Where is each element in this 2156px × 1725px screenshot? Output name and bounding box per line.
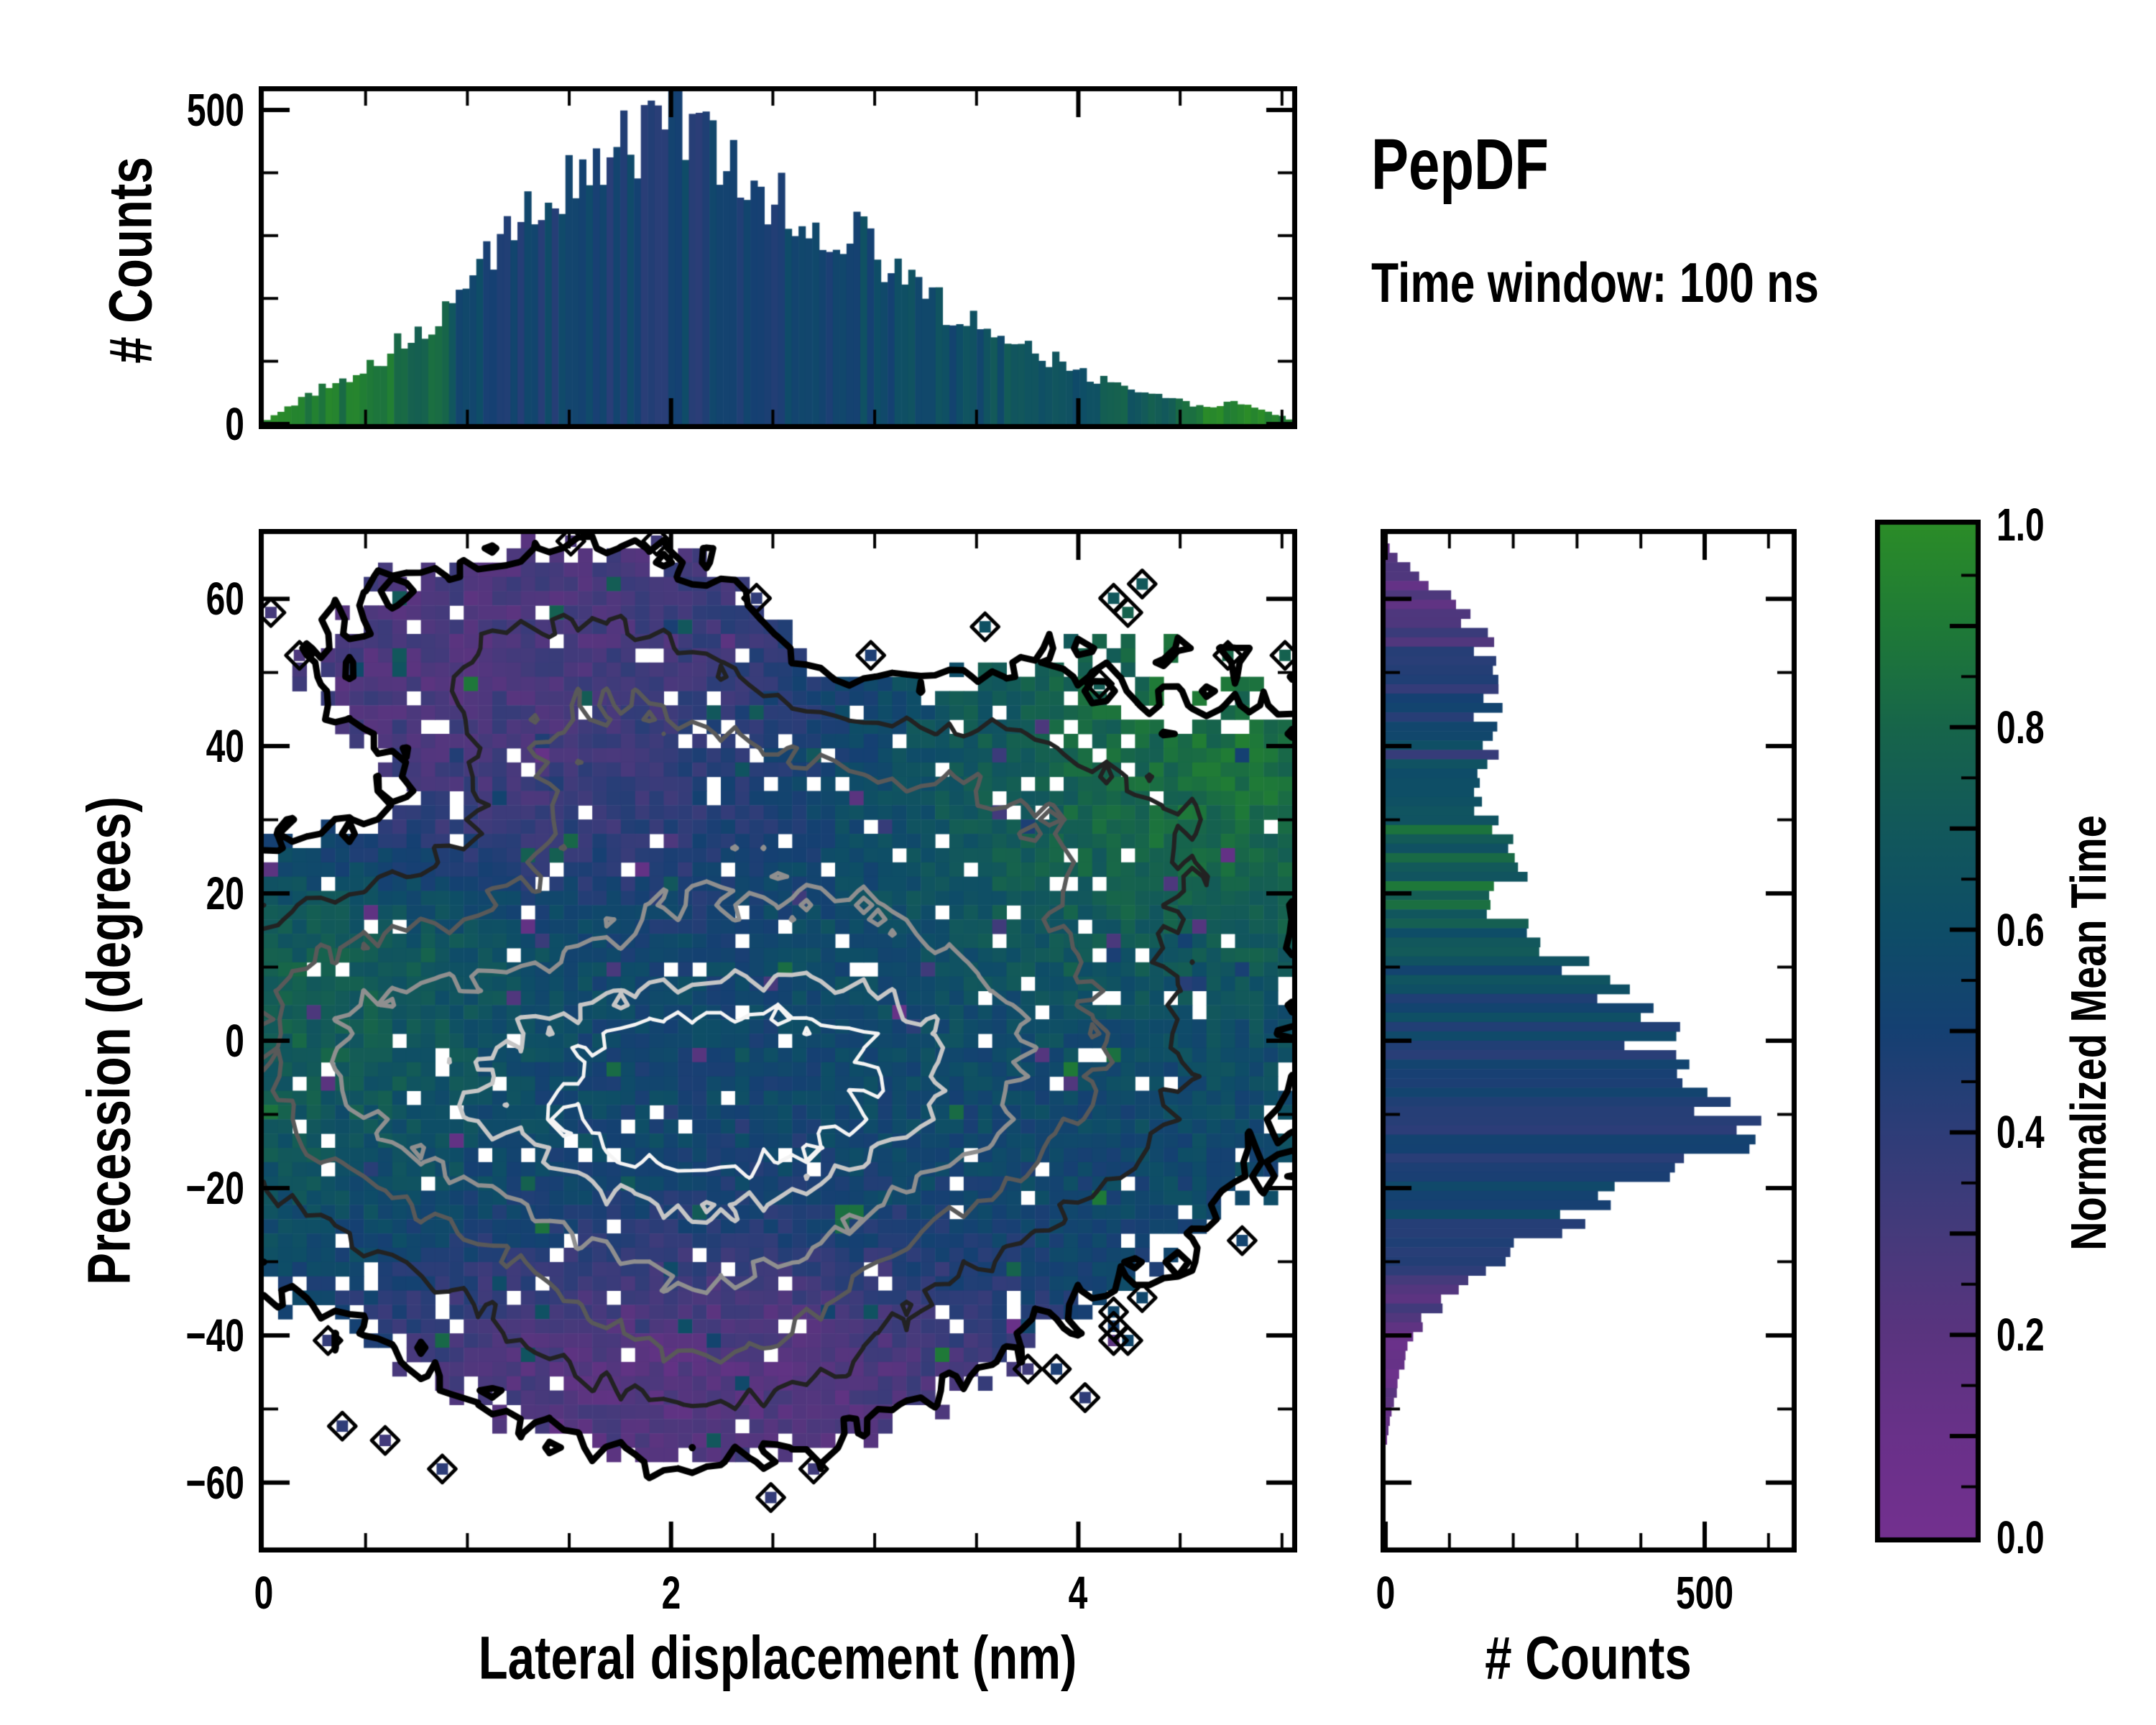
right-histogram-canvas bbox=[1381, 529, 1797, 1552]
tick-label: 0.6 bbox=[1996, 903, 2045, 956]
tick-label: −20 bbox=[185, 1162, 244, 1214]
tick-label: 500 bbox=[1675, 1567, 1734, 1619]
main-heatmap-canvas bbox=[259, 529, 1297, 1552]
tick-label: 20 bbox=[206, 868, 244, 920]
tick-label: 0 bbox=[1376, 1567, 1396, 1619]
top-hist-ylabel: # Counts bbox=[96, 157, 165, 364]
tick-label: 0.0 bbox=[1996, 1512, 2045, 1563]
right-hist-xlabel: # Counts bbox=[1485, 1624, 1692, 1692]
tick-label: −40 bbox=[185, 1309, 244, 1361]
tick-label: 1.0 bbox=[1996, 499, 2045, 551]
tick-label: 0.8 bbox=[1996, 701, 2045, 753]
colorbar-canvas bbox=[1875, 520, 1981, 1542]
tick-label: 0.4 bbox=[1996, 1106, 2045, 1159]
tick-label: −60 bbox=[185, 1456, 244, 1509]
figure-title: PepDF bbox=[1371, 124, 1549, 205]
tick-label: 4 bbox=[1069, 1567, 1088, 1619]
main-xlabel: Lateral displacement (nm) bbox=[478, 1624, 1077, 1692]
tick-label: 500 bbox=[186, 84, 244, 136]
tick-label: 0 bbox=[254, 1567, 274, 1619]
tick-label: 60 bbox=[206, 573, 244, 625]
tick-label: 40 bbox=[206, 720, 244, 773]
top-histogram-canvas bbox=[259, 86, 1297, 429]
tick-label: 2 bbox=[661, 1567, 681, 1619]
tick-label: 0.2 bbox=[1996, 1309, 2045, 1361]
tick-label: 0 bbox=[225, 398, 244, 450]
figure-subtitle: Time window: 100 ns bbox=[1371, 251, 1819, 314]
tick-label: 0 bbox=[225, 1015, 244, 1067]
colorbar-label: Normalized Mean Time bbox=[2060, 815, 2116, 1251]
